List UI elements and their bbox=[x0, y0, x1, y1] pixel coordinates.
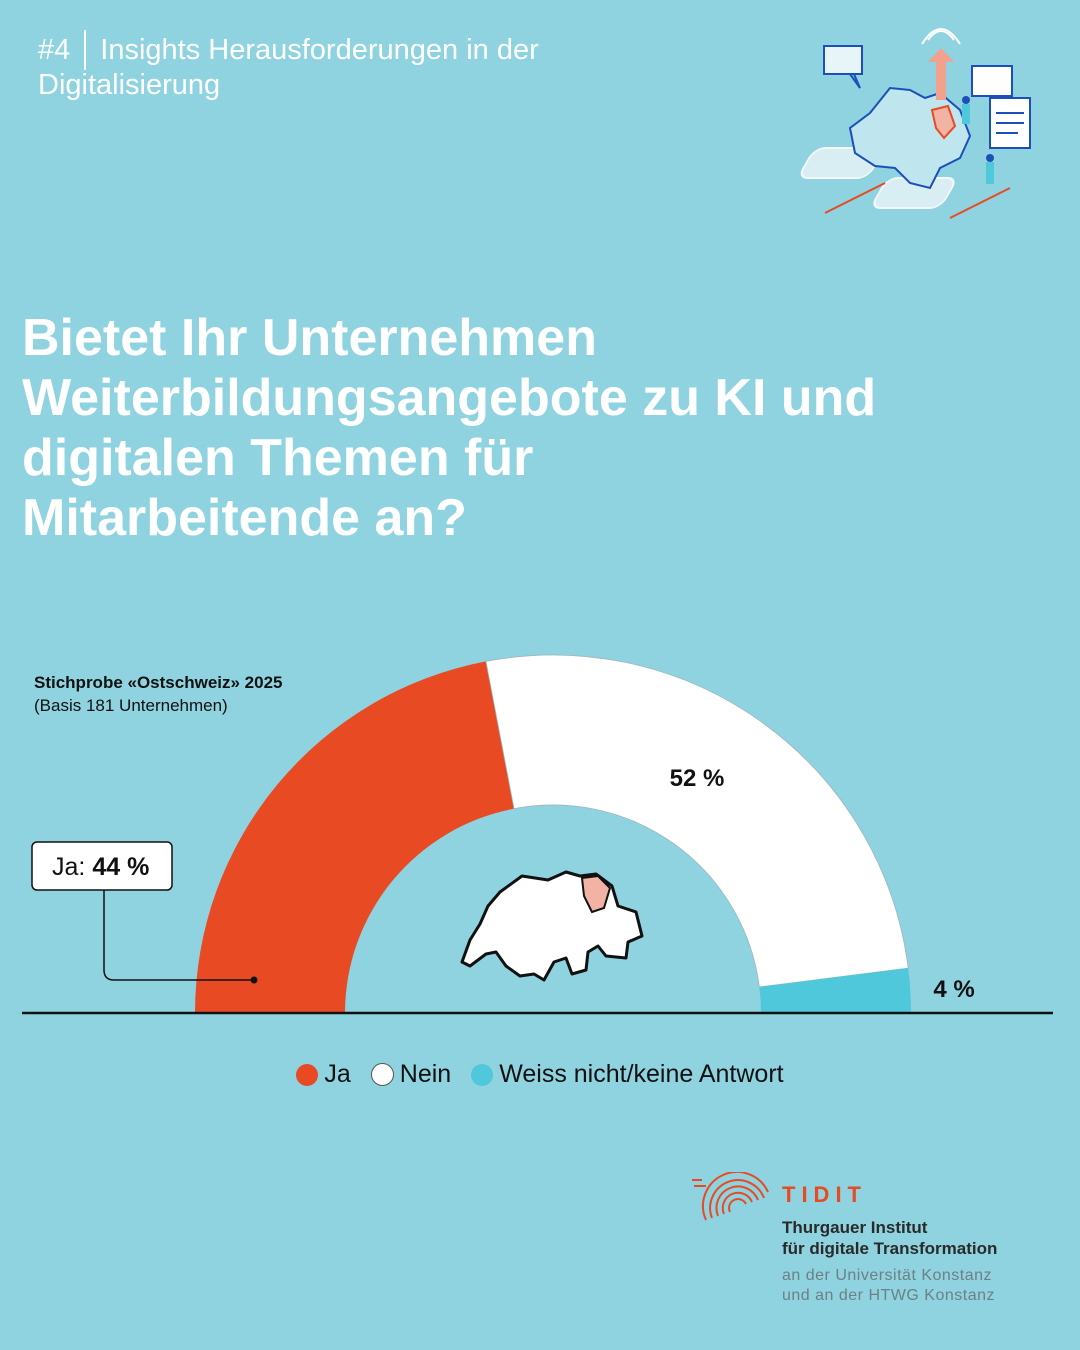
legend-label-weiss: Weiss nicht/keine Antwort bbox=[499, 1060, 784, 1088]
tidit-brand: TIDIT bbox=[782, 1182, 867, 1207]
tidit-fingerprint-icon bbox=[692, 1172, 769, 1221]
half-donut-chart: Ja: 44 % 52 % 4 % bbox=[22, 654, 1053, 1015]
sample-info: Stichprobe «Ostschweiz» 2025 (Basis 181 … bbox=[34, 672, 283, 718]
legend-label-ja: Ja bbox=[324, 1060, 351, 1088]
slice-nein bbox=[485, 654, 909, 988]
slice-ja bbox=[195, 661, 515, 1013]
header: #4 Insights Herausforderungen in der Dig… bbox=[38, 30, 658, 100]
legend-swatch-nein bbox=[370, 1063, 394, 1086]
legend-swatch-weiss bbox=[471, 1063, 494, 1086]
ja-leader-line bbox=[103, 890, 254, 981]
issue-number: #4 bbox=[38, 34, 71, 66]
question-line1: Bietet Ihr Unternehmen bbox=[22, 309, 597, 367]
university-line2: und an der HTWG Konstanz bbox=[782, 1287, 995, 1304]
question-title: Bietet Ihr Unternehmen Weiterbildungsang… bbox=[22, 308, 1022, 548]
nein-value-label: 52 % bbox=[670, 765, 725, 792]
institute-name-line2: für digitale Transformation bbox=[782, 1239, 998, 1258]
digitalisation-illustration bbox=[800, 28, 1031, 219]
header-divider bbox=[84, 30, 87, 70]
question-line3: digitalen Themen für bbox=[22, 429, 534, 487]
chart-slices bbox=[195, 654, 911, 1013]
sample-basis: (Basis 181 Unternehmen) bbox=[34, 696, 228, 715]
ja-label: Ja: 44 % bbox=[52, 853, 149, 881]
institute-name-line1: Thurgauer Institut bbox=[782, 1218, 928, 1237]
legend-swatch-ja bbox=[296, 1063, 319, 1086]
university-line1: an der Universität Konstanz bbox=[782, 1267, 993, 1284]
question-line4: Mitarbeitende an? bbox=[22, 489, 467, 547]
question-line2: Weiterbildungsangebote zu KI und bbox=[22, 369, 877, 427]
chart-legend: Ja Nein Weiss nicht/keine Antwort bbox=[0, 1060, 1080, 1089]
ja-label-prefix: Ja: bbox=[52, 853, 85, 881]
legend-label-nein: Nein bbox=[399, 1060, 452, 1088]
sample-title: Stichprobe «Ostschweiz» 2025 bbox=[34, 673, 283, 692]
ja-leader-dot bbox=[250, 976, 258, 984]
ja-label-value: 44 % bbox=[92, 853, 149, 881]
ja-label-box bbox=[31, 841, 173, 891]
legend-item-weiss: Weiss nicht/keine Antwort bbox=[471, 1060, 784, 1089]
header-title-line2: Digitalisierung bbox=[38, 69, 221, 101]
header-line: #4 Insights Herausforderungen in der bbox=[38, 30, 658, 70]
switzerland-map-icon bbox=[460, 870, 644, 982]
legend-item-nein: Nein bbox=[370, 1060, 452, 1089]
header-title-line1: Insights Herausforderungen in der bbox=[100, 34, 539, 66]
slice-weiss bbox=[759, 968, 911, 1013]
weiss-value-label: 4 % bbox=[933, 976, 974, 1003]
legend-item-ja: Ja bbox=[296, 1060, 351, 1089]
